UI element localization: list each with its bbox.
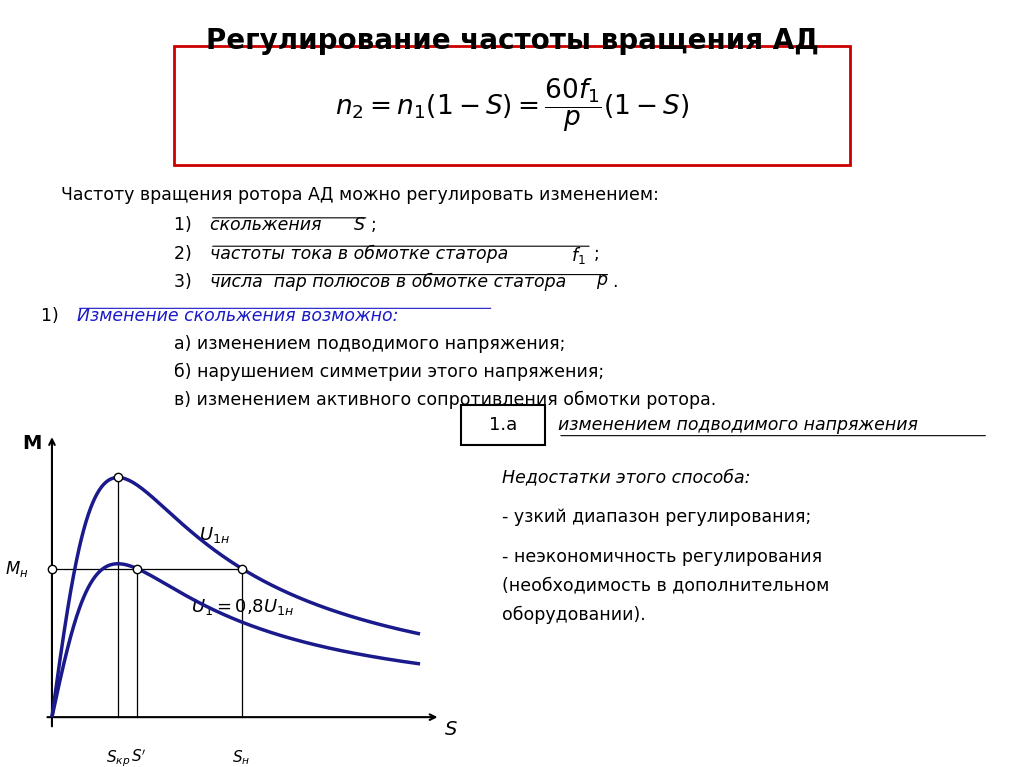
Text: $U_{1н}$: $U_{1н}$	[199, 525, 229, 545]
Text: ;: ;	[594, 245, 600, 262]
Text: Изменение скольжения возможно:: Изменение скольжения возможно:	[77, 307, 398, 324]
Text: .: .	[612, 273, 617, 291]
Text: числа  пар полюсов в обмотке статора: числа пар полюсов в обмотке статора	[210, 273, 571, 291]
Text: 3): 3)	[174, 273, 198, 291]
Text: 2): 2)	[174, 245, 198, 262]
FancyBboxPatch shape	[174, 46, 850, 165]
Text: 1): 1)	[41, 307, 65, 324]
Text: частоты тока в обмотке статора: частоты тока в обмотке статора	[210, 245, 514, 263]
Text: 1.а: 1.а	[488, 416, 517, 434]
Text: $n_2 = n_1(1-S) = \dfrac{60f_1}{p}(1-S)$: $n_2 = n_1(1-S) = \dfrac{60f_1}{p}(1-S)$	[335, 76, 689, 134]
FancyBboxPatch shape	[461, 405, 545, 445]
Text: - неэкономичность регулирования: - неэкономичность регулирования	[502, 548, 822, 565]
Text: S: S	[445, 719, 458, 739]
Text: 1): 1)	[174, 216, 198, 234]
Text: в) изменением активного сопротивления обмотки ротора.: в) изменением активного сопротивления об…	[174, 390, 717, 409]
Text: $S_н$: $S_н$	[232, 749, 251, 767]
Text: Частоту вращения ротора АД можно регулировать изменением:: Частоту вращения ротора АД можно регулир…	[61, 186, 659, 203]
Text: изменением подводимого напряжения: изменением подводимого напряжения	[558, 416, 919, 434]
Text: M: M	[23, 434, 42, 453]
Text: $p$: $p$	[596, 273, 608, 291]
Text: Регулирование частоты вращения АД: Регулирование частоты вращения АД	[206, 27, 818, 55]
Text: $S$: $S$	[353, 216, 366, 234]
Text: а) изменением подводимого напряжения;: а) изменением подводимого напряжения;	[174, 335, 565, 353]
Text: - узкий диапазон регулирования;: - узкий диапазон регулирования;	[502, 508, 811, 525]
Text: $U_1=0{,}8U_{1н}$: $U_1=0{,}8U_{1н}$	[191, 597, 295, 617]
Text: $S_{кр}$: $S_{кр}$	[105, 749, 130, 767]
Text: $S'$: $S'$	[131, 749, 146, 765]
Text: скольжения: скольжения	[210, 216, 327, 234]
Text: $M_н$: $M_н$	[5, 558, 28, 578]
Text: Недостатки этого способа:: Недостатки этого способа:	[502, 468, 751, 486]
Text: оборудовании).: оборудовании).	[502, 606, 645, 624]
Text: б) нарушением симметрии этого напряжения;: б) нарушением симметрии этого напряжения…	[174, 363, 604, 381]
Text: ;: ;	[371, 216, 377, 234]
Text: $f_1$: $f_1$	[571, 245, 586, 265]
Text: (необходимость в дополнительном: (необходимость в дополнительном	[502, 577, 829, 594]
